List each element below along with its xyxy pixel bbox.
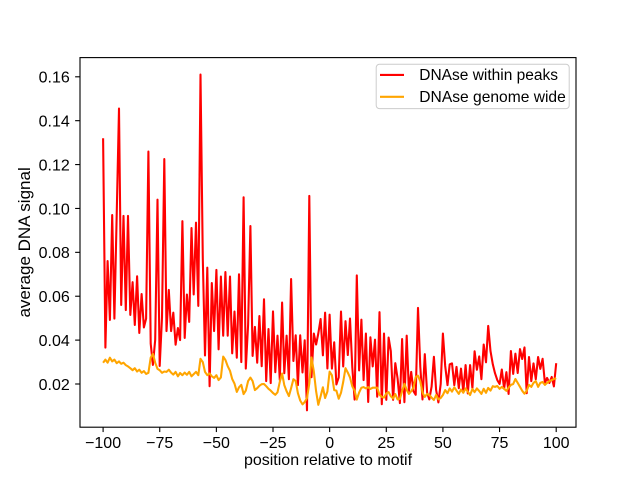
svg-text:0.08: 0.08 bbox=[39, 245, 70, 262]
svg-text:0.06: 0.06 bbox=[39, 289, 70, 306]
svg-text:0.02: 0.02 bbox=[39, 377, 70, 394]
svg-text:DNAse genome wide: DNAse genome wide bbox=[419, 89, 565, 106]
svg-text:0.04: 0.04 bbox=[39, 333, 70, 350]
svg-text:position relative to motif: position relative to motif bbox=[244, 452, 413, 469]
svg-text:−100: −100 bbox=[85, 435, 121, 452]
svg-text:0.14: 0.14 bbox=[39, 113, 70, 130]
svg-text:−75: −75 bbox=[146, 435, 173, 452]
svg-text:0: 0 bbox=[325, 435, 334, 452]
svg-text:−25: −25 bbox=[259, 435, 286, 452]
svg-text:100: 100 bbox=[543, 435, 570, 452]
svg-text:0.10: 0.10 bbox=[39, 201, 70, 218]
svg-text:0.16: 0.16 bbox=[39, 70, 70, 87]
svg-text:0.12: 0.12 bbox=[39, 157, 70, 174]
svg-text:DNAse within peaks: DNAse within peaks bbox=[419, 67, 558, 84]
svg-text:−50: −50 bbox=[203, 435, 230, 452]
svg-text:75: 75 bbox=[491, 435, 509, 452]
svg-text:average DNA signal: average DNA signal bbox=[15, 167, 34, 317]
svg-text:50: 50 bbox=[434, 435, 452, 452]
svg-text:25: 25 bbox=[377, 435, 395, 452]
